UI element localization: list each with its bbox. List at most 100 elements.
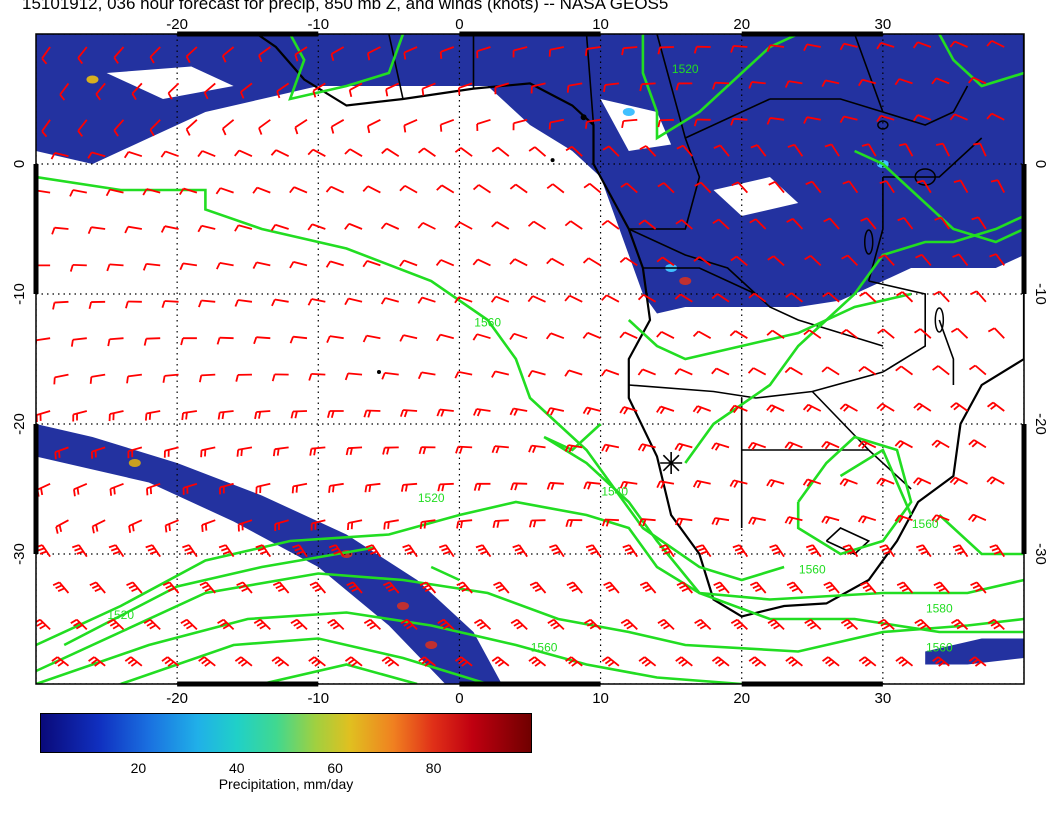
barb-flag [439,124,443,132]
wind-barb [328,544,345,558]
wind-barb [346,581,363,594]
barb-flag [987,618,995,624]
barb-flag [94,661,101,667]
barb-staff [864,291,877,303]
wind-barb [237,519,253,532]
barb-staff [330,260,344,267]
wind-barb [490,295,510,303]
barb-flag [675,219,683,225]
barb-flag [718,661,725,667]
wind-barb [364,482,381,493]
barb-staff [940,216,950,230]
wind-barb [289,260,308,269]
barb-staff [756,144,767,157]
wind-barb [509,258,528,267]
wind-barb [602,145,620,157]
barb-flag [326,335,331,343]
wind-barb [124,656,143,667]
barb-flag [492,520,496,529]
barb-flag [825,658,832,665]
precip-cell [679,277,692,285]
barb-staff [678,442,693,449]
wind-barb [767,255,785,267]
barb-flag [861,442,868,449]
barb-staff [550,407,565,412]
barb-flag [344,298,350,306]
wind-barb [730,45,748,53]
barb-flag [843,405,850,412]
barb-flag [495,446,500,454]
barb-flag [439,51,443,59]
barb-flag [824,442,831,450]
barb-flag [624,547,632,552]
barb-flag [364,485,368,493]
wind-barb [693,118,711,127]
barb-staff [422,222,436,230]
wind-barb [418,446,436,455]
barb-flag [57,587,65,593]
barb-flag [105,189,111,197]
wind-barb [769,544,785,558]
barb-flag [934,441,942,448]
barb-flag [458,658,465,665]
barb-flag [692,480,698,488]
barb-staff [715,517,730,522]
barb-flag [895,365,902,372]
barb-flag [181,412,184,421]
barb-flag [696,621,704,627]
barb-staff [624,331,638,340]
barb-staff [935,77,950,85]
wind-barb [437,482,454,492]
barb-flag [89,376,93,384]
barb-flag [399,259,405,267]
barb-flag [477,483,482,491]
wind-barb [143,337,161,346]
barb-staff [36,189,51,194]
asterisk-marker [660,452,683,474]
barb-staff [534,146,547,157]
wind-barb [565,519,583,528]
barb-flag [528,445,533,453]
barb-flag [531,658,539,665]
barb-staff [495,82,510,89]
colorbar-label: Precipitation, mm/day [218,776,354,792]
barb-flag [898,442,905,449]
barb-staff [898,78,913,85]
barb-flag [766,44,772,52]
barb-flag [344,656,352,662]
barb-staff [149,119,161,131]
barb-flag [639,84,643,92]
wind-barb [307,223,326,231]
wind-barb [750,144,767,157]
wind-barb [289,335,308,344]
barb-flag [711,367,718,375]
barb-flag [626,624,634,630]
height-contour [36,572,1024,673]
wind-barb [693,256,712,267]
wind-barb [619,256,638,267]
barb-flag [271,656,279,662]
wind-barb [472,258,491,267]
barb-flag [308,373,313,381]
wind-barb [72,544,88,558]
wind-barb [399,334,418,342]
barb-staff [91,151,106,158]
barb-flag [149,624,157,630]
barb-staff [992,401,1005,412]
barb-flag [351,587,359,593]
barb-staff [793,144,804,157]
wind-barb [748,292,767,303]
barb-staff [127,225,143,230]
barb-staff [440,333,455,340]
wind-barb [675,656,693,667]
barb-staff [238,224,253,230]
barb-staff [862,440,877,449]
barb-flag [784,366,791,374]
barb-staff [459,221,473,230]
barb-flag [77,57,84,65]
wind-barb [730,618,748,631]
barb-flag [131,524,135,532]
barb-flag [109,488,113,496]
wind-barb [601,369,620,377]
wind-barb [436,408,454,417]
